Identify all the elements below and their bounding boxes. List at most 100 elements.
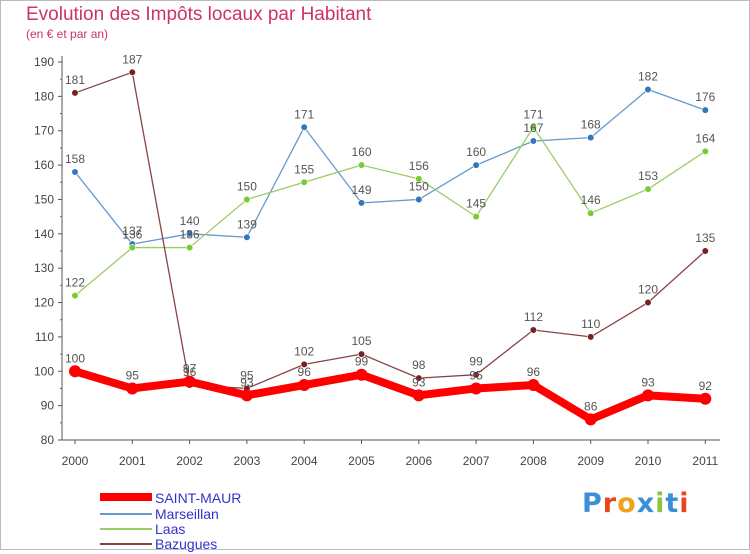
data-label: 97 bbox=[183, 362, 197, 376]
data-label: 176 bbox=[695, 90, 715, 104]
series-line bbox=[74, 126, 706, 297]
logo-letter: i bbox=[655, 488, 666, 519]
data-label: 95 bbox=[126, 368, 140, 382]
data-label: 98 bbox=[412, 358, 426, 372]
legend-swatch bbox=[100, 493, 152, 501]
data-point bbox=[587, 209, 595, 217]
data-label: 187 bbox=[122, 52, 142, 66]
data-label: 122 bbox=[65, 276, 85, 290]
logo-letter: t bbox=[665, 488, 680, 519]
legend-label: Laas bbox=[155, 521, 186, 537]
data-label: 95 bbox=[469, 368, 483, 382]
data-point bbox=[69, 365, 81, 378]
y-tick-label: 140 bbox=[34, 227, 54, 241]
data-point bbox=[472, 161, 480, 169]
data-label: 158 bbox=[65, 152, 85, 166]
legend-swatch bbox=[100, 528, 152, 530]
data-label: 136 bbox=[180, 228, 200, 242]
data-point bbox=[300, 123, 308, 131]
x-tick-label: 2001 bbox=[119, 454, 146, 468]
data-point bbox=[470, 382, 483, 395]
data-point bbox=[699, 392, 712, 405]
data-label: 150 bbox=[409, 179, 429, 193]
data-point bbox=[415, 195, 423, 204]
data-point bbox=[128, 68, 136, 76]
data-point bbox=[587, 333, 595, 341]
series-layer bbox=[69, 68, 712, 426]
data-label: 102 bbox=[294, 344, 314, 358]
data-point bbox=[71, 292, 79, 300]
series-line bbox=[74, 71, 706, 390]
series-marseillan bbox=[71, 85, 709, 248]
data-label: 112 bbox=[524, 310, 543, 324]
data-label: 146 bbox=[581, 193, 601, 207]
data-point bbox=[186, 230, 194, 238]
logo-letter: x bbox=[636, 488, 656, 519]
legend-label: SAINT-MAUR bbox=[155, 490, 242, 506]
data-label: 93 bbox=[412, 375, 426, 389]
series-bazugues bbox=[71, 68, 709, 393]
data-label: 96 bbox=[527, 365, 541, 379]
data-label: 99 bbox=[355, 355, 369, 369]
data-label: 155 bbox=[294, 162, 314, 176]
y-tick-label: 120 bbox=[34, 296, 54, 310]
data-label: 93 bbox=[641, 375, 655, 389]
data-label: 86 bbox=[584, 399, 598, 413]
x-tick-label: 2003 bbox=[234, 454, 261, 468]
data-point bbox=[644, 298, 652, 307]
x-tick-label: 2009 bbox=[577, 454, 604, 468]
data-point bbox=[71, 168, 79, 176]
data-point bbox=[587, 134, 595, 142]
series-line bbox=[71, 367, 710, 424]
data-point bbox=[128, 243, 136, 252]
data-label: 96 bbox=[183, 365, 197, 379]
data-point bbox=[529, 326, 538, 334]
y-tick-label: 190 bbox=[34, 55, 54, 69]
data-label: 149 bbox=[351, 183, 371, 197]
data-label: 156 bbox=[409, 159, 429, 173]
data-label: 92 bbox=[699, 379, 713, 393]
y-tick-label: 170 bbox=[34, 124, 54, 138]
legend-label: Bazugues bbox=[155, 536, 218, 552]
chart-subtitle: (en € et par an) bbox=[26, 27, 109, 41]
data-point bbox=[126, 382, 139, 395]
series-line bbox=[74, 88, 706, 245]
data-label: 137 bbox=[122, 224, 142, 238]
data-point bbox=[642, 389, 654, 402]
x-tick-label: 2004 bbox=[291, 454, 318, 468]
legend-label: Marseillan bbox=[155, 506, 219, 522]
data-point bbox=[243, 233, 251, 241]
data-label: 139 bbox=[237, 217, 257, 231]
data-point bbox=[415, 374, 423, 382]
data-point bbox=[529, 123, 538, 131]
data-label: 171 bbox=[523, 107, 543, 121]
data-labels-layer: 158 137 140 139 171 149 150 160 167 168 182 176 122 1… bbox=[65, 52, 716, 413]
data-label: 95 bbox=[240, 368, 254, 382]
y-tick-label: 160 bbox=[34, 158, 54, 172]
data-label: 110 bbox=[581, 317, 600, 331]
y-tick-label: 150 bbox=[34, 192, 54, 206]
data-point bbox=[701, 106, 709, 114]
x-tick-label: 2002 bbox=[176, 454, 203, 468]
x-tick-label: 2010 bbox=[635, 454, 662, 468]
data-label: 160 bbox=[466, 145, 486, 159]
y-tick-label: 180 bbox=[34, 89, 54, 103]
y-tick-label: 110 bbox=[35, 330, 54, 344]
data-label: 140 bbox=[180, 214, 200, 228]
legend-swatch bbox=[100, 543, 152, 545]
x-tick-label: 2011 bbox=[692, 454, 718, 468]
data-point bbox=[415, 175, 423, 183]
data-point bbox=[357, 161, 366, 169]
logo-letter: i bbox=[679, 488, 690, 519]
data-label: 136 bbox=[122, 228, 142, 242]
data-label: 93 bbox=[240, 375, 254, 389]
series-saint-maur bbox=[69, 365, 712, 426]
x-tick-label: 2000 bbox=[62, 454, 89, 468]
data-label: 105 bbox=[351, 334, 371, 348]
data-point bbox=[355, 368, 368, 381]
data-point bbox=[412, 389, 425, 402]
data-point bbox=[300, 178, 308, 186]
data-point bbox=[357, 350, 366, 358]
